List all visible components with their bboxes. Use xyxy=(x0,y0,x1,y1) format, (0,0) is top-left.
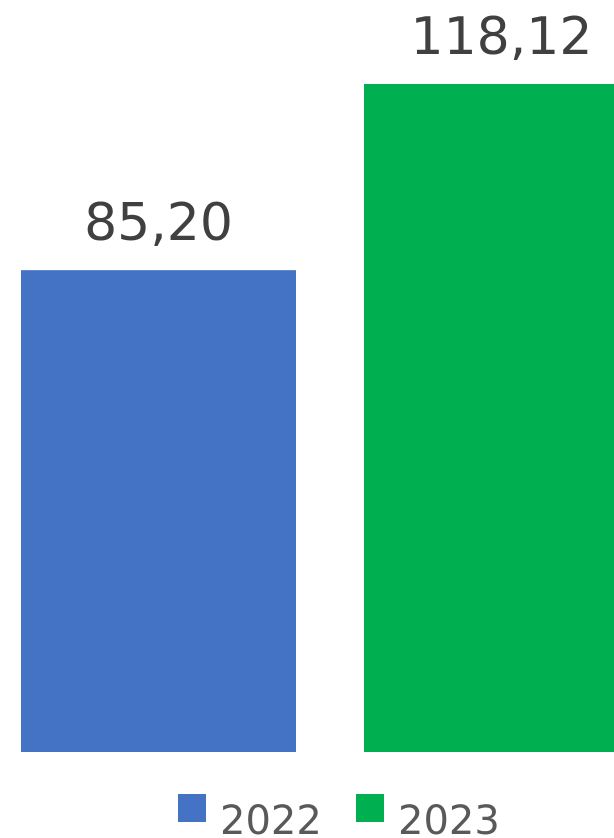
data-label-2023: 118,12 xyxy=(411,7,593,67)
legend-item-2022: 2022 xyxy=(178,794,322,838)
legend-swatch-2022 xyxy=(178,794,206,822)
data-labels-group: 85,20 118,12 xyxy=(84,7,592,253)
bars-group xyxy=(21,84,614,752)
bar-2023 xyxy=(364,84,614,752)
data-label-2022: 85,20 xyxy=(84,193,233,253)
bar-2022 xyxy=(21,270,296,752)
legend-swatch-2023 xyxy=(356,794,384,822)
legend-label-2022: 2022 xyxy=(220,798,322,838)
legend-label-2023: 2023 xyxy=(398,798,500,838)
legend-item-2023: 2023 xyxy=(356,794,500,838)
legend: 2022 2023 xyxy=(178,794,500,838)
